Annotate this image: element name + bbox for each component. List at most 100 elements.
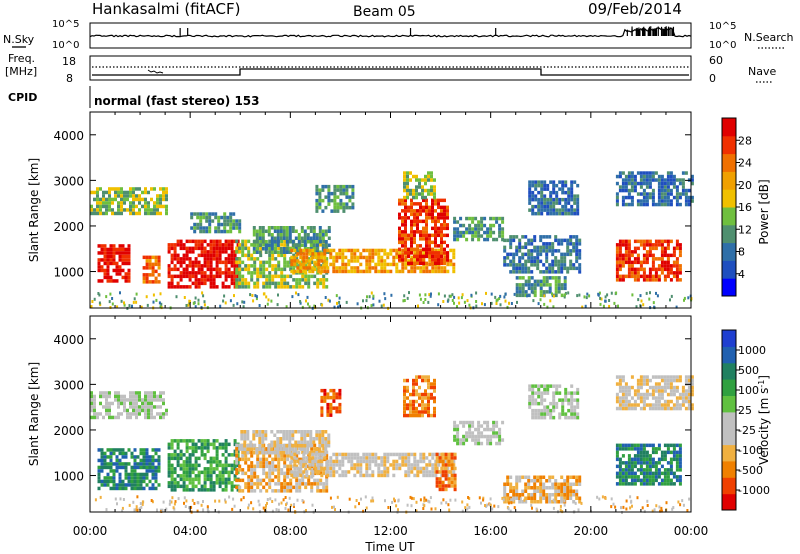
data-cell <box>627 457 631 462</box>
data-cell <box>173 470 177 475</box>
data-cell <box>552 408 556 413</box>
data-cell <box>179 484 183 489</box>
noise-cell <box>372 294 375 298</box>
data-cell <box>224 446 228 450</box>
data-cell <box>530 263 534 267</box>
data-cell <box>621 178 625 182</box>
data-cell <box>306 233 310 237</box>
data-cell <box>549 415 553 420</box>
data-cell <box>548 496 552 500</box>
data-cell <box>621 471 625 476</box>
data-cell <box>148 266 152 270</box>
data-cell <box>324 205 328 210</box>
data-cell <box>297 240 301 244</box>
data-cell <box>450 452 454 457</box>
data-cell <box>196 215 200 220</box>
data-cell <box>211 219 215 223</box>
data-cell <box>321 236 325 240</box>
data-cell <box>170 474 174 478</box>
data-cell <box>145 262 149 267</box>
data-cell <box>324 229 328 233</box>
noise-cell <box>637 298 640 302</box>
data-cell <box>383 470 387 474</box>
data-cell <box>407 209 410 213</box>
data-cell <box>645 243 649 247</box>
data-cell <box>552 211 556 216</box>
data-cell <box>176 439 180 443</box>
data-cell <box>624 260 628 265</box>
data-cell <box>530 259 534 264</box>
data-cell <box>185 446 189 450</box>
data-cell <box>90 190 93 195</box>
data-cell <box>313 281 317 286</box>
data-cell <box>503 259 507 264</box>
data-cell <box>283 278 287 282</box>
data-cell <box>311 266 315 270</box>
data-cell <box>209 243 213 247</box>
data-cell <box>335 456 339 460</box>
data-cell <box>106 275 110 280</box>
data-cell <box>416 244 419 248</box>
data-cell <box>489 438 493 442</box>
data-cell <box>412 399 415 404</box>
data-cell <box>627 447 631 451</box>
data-cell <box>93 190 96 195</box>
data-cell <box>194 271 198 275</box>
data-cell <box>121 268 125 273</box>
data-cell <box>235 457 239 462</box>
data-cell <box>563 493 567 497</box>
data-cell <box>642 478 646 483</box>
data-cell <box>403 399 406 404</box>
data-cell <box>410 244 413 248</box>
data-cell <box>347 452 351 457</box>
data-cell <box>265 267 269 272</box>
data-cell <box>199 219 203 223</box>
data-cell <box>392 248 396 253</box>
data-cell <box>627 461 631 465</box>
data-cell <box>179 274 183 279</box>
data-cell <box>660 195 664 200</box>
data-cell <box>301 285 305 289</box>
data-cell <box>424 406 427 411</box>
data-cell <box>545 249 549 253</box>
data-cell <box>528 187 532 191</box>
data-cell <box>433 406 436 411</box>
data-cell <box>321 243 325 247</box>
data-cell <box>96 194 99 198</box>
data-cell <box>282 229 286 233</box>
data-cell <box>264 250 268 254</box>
data-cell <box>459 216 463 221</box>
data-cell <box>145 465 149 470</box>
data-cell <box>165 194 168 198</box>
data-cell <box>238 222 242 227</box>
data-cell <box>630 468 634 472</box>
data-cell <box>537 387 541 392</box>
data-cell <box>427 399 430 404</box>
data-cell <box>268 485 272 490</box>
data-cell <box>124 486 128 491</box>
data-cell <box>194 484 198 489</box>
data-cell <box>416 226 419 231</box>
data-cell <box>418 396 421 400</box>
data-cell <box>503 245 507 250</box>
data-cell <box>564 415 568 420</box>
data-cell <box>572 266 576 271</box>
data-cell <box>675 192 679 196</box>
noise-cell <box>485 291 487 295</box>
data-cell <box>261 247 265 251</box>
data-cell <box>471 434 475 439</box>
data-cell <box>208 219 212 223</box>
data-cell <box>244 239 248 244</box>
data-cell <box>277 489 281 493</box>
data-cell <box>443 240 446 245</box>
data-cell <box>573 398 577 402</box>
data-cell <box>512 486 516 490</box>
data-cell <box>425 254 428 259</box>
data-cell <box>127 476 131 480</box>
data-cell <box>456 237 460 242</box>
data-cell <box>630 253 634 258</box>
data-cell <box>112 258 116 262</box>
data-cell <box>554 249 558 253</box>
data-cell <box>410 255 414 260</box>
data-cell <box>206 474 210 478</box>
